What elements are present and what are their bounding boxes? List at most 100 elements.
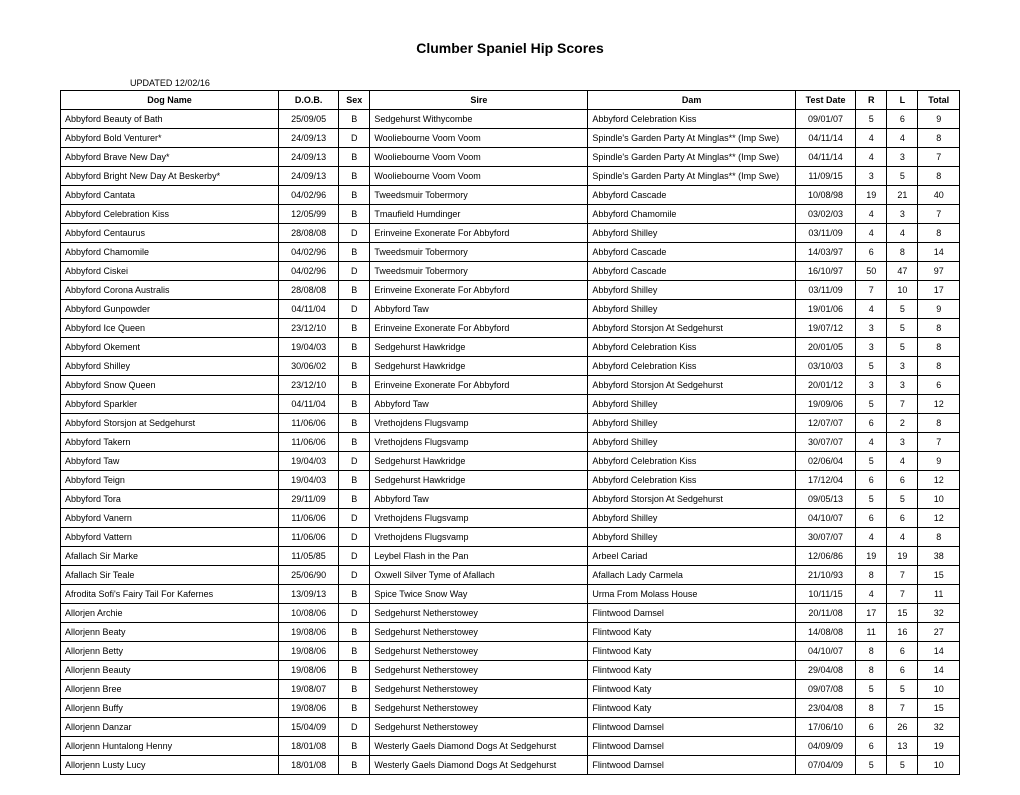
table-cell: D [339, 129, 370, 148]
table-cell: 19/04/03 [279, 338, 339, 357]
table-cell: 6 [887, 471, 918, 490]
table-cell: 4 [856, 528, 887, 547]
table-cell: Sedgehurst Withycombe [370, 110, 588, 129]
table-cell: 38 [918, 547, 960, 566]
table-cell: D [339, 547, 370, 566]
table-cell: 04/02/96 [279, 186, 339, 205]
table-cell: 6 [856, 718, 887, 737]
table-cell: 21 [887, 186, 918, 205]
table-header-row: Dog Name D.O.B. Sex Sire Dam Test Date R… [61, 91, 960, 110]
table-cell: Vrethojdens Flugsvamp [370, 433, 588, 452]
table-cell: 04/11/14 [795, 129, 855, 148]
table-row: Abbyford Ice Queen23/12/10BErinveine Exo… [61, 319, 960, 338]
table-cell: 30/06/02 [279, 357, 339, 376]
table-cell: 8 [918, 357, 960, 376]
table-cell: D [339, 224, 370, 243]
col-dob: D.O.B. [279, 91, 339, 110]
table-cell: B [339, 737, 370, 756]
table-cell: Allorjenn Beaty [61, 623, 279, 642]
table-cell: 12 [918, 471, 960, 490]
table-cell: D [339, 509, 370, 528]
table-cell: 8 [918, 414, 960, 433]
table-cell: Abbyford Chamomile [61, 243, 279, 262]
table-cell: 13/09/13 [279, 585, 339, 604]
table-cell: B [339, 186, 370, 205]
table-cell: Abbyford Celebration Kiss [588, 471, 796, 490]
table-row: Allorjenn Lusty Lucy18/01/08BWesterly Ga… [61, 756, 960, 775]
table-cell: 15 [887, 604, 918, 623]
table-cell: Flintwood Katy [588, 642, 796, 661]
table-cell: 5 [856, 452, 887, 471]
table-cell: Abbyford Storsjon At Sedgehurst [588, 376, 796, 395]
table-cell: Tweedsmuir Tobermory [370, 262, 588, 281]
updated-label: UPDATED 12/02/16 [130, 78, 960, 88]
table-cell: 47 [887, 262, 918, 281]
table-cell: 29/04/08 [795, 661, 855, 680]
table-cell: Flintwood Katy [588, 680, 796, 699]
table-cell: 03/10/03 [795, 357, 855, 376]
table-cell: 23/04/08 [795, 699, 855, 718]
table-cell: Abbyford Taw [61, 452, 279, 471]
table-cell: B [339, 376, 370, 395]
table-cell: 19/07/12 [795, 319, 855, 338]
table-cell: Erinveine Exonerate For Abbyford [370, 224, 588, 243]
table-cell: 8 [918, 129, 960, 148]
table-cell: 19/01/06 [795, 300, 855, 319]
table-cell: Allorjenn Buffy [61, 699, 279, 718]
table-cell: Abbyford Bold Venturer* [61, 129, 279, 148]
table-body: Abbyford Beauty of Bath25/09/05BSedgehur… [61, 110, 960, 775]
table-cell: 3 [887, 357, 918, 376]
table-cell: 19/09/06 [795, 395, 855, 414]
table-row: Abbyford Snow Queen23/12/10BErinveine Ex… [61, 376, 960, 395]
table-cell: 3 [887, 205, 918, 224]
table-cell: B [339, 490, 370, 509]
table-cell: 4 [887, 528, 918, 547]
table-cell: D [339, 262, 370, 281]
table-cell: 6 [856, 243, 887, 262]
table-cell: B [339, 642, 370, 661]
table-cell: 5 [887, 680, 918, 699]
table-cell: Abbyford Ciskei [61, 262, 279, 281]
table-cell: 17 [918, 281, 960, 300]
table-cell: D [339, 452, 370, 471]
table-row: Abbyford Brave New Day*24/09/13BWooliebo… [61, 148, 960, 167]
table-cell: Sedgehurst Netherstowey [370, 718, 588, 737]
table-cell: Abbyford Taw [370, 300, 588, 319]
table-cell: Tweedsmuir Tobermory [370, 186, 588, 205]
table-cell: 9 [918, 452, 960, 471]
table-cell: Wooliebourne Voom Voom [370, 129, 588, 148]
table-cell: Abbyford Storsjon At Sedgehurst [588, 490, 796, 509]
table-cell: B [339, 281, 370, 300]
table-cell: 25/06/90 [279, 566, 339, 585]
scores-table: Dog Name D.O.B. Sex Sire Dam Test Date R… [60, 90, 960, 775]
table-cell: 97 [918, 262, 960, 281]
table-cell: 5 [856, 357, 887, 376]
table-cell: 03/02/03 [795, 205, 855, 224]
page-container: Clumber Spaniel Hip Scores UPDATED 12/02… [0, 0, 1020, 795]
table-cell: 3 [856, 338, 887, 357]
table-cell: 02/06/04 [795, 452, 855, 471]
table-cell: Abbyford Shilley [588, 528, 796, 547]
table-cell: 19/08/06 [279, 642, 339, 661]
table-cell: D [339, 528, 370, 547]
table-cell: Abbyford Shilley [61, 357, 279, 376]
table-cell: 16 [887, 623, 918, 642]
table-cell: B [339, 623, 370, 642]
table-cell: 6 [856, 509, 887, 528]
table-cell: B [339, 395, 370, 414]
table-cell: Abbyford Corona Australis [61, 281, 279, 300]
table-cell: Sedgehurst Hawkridge [370, 471, 588, 490]
table-cell: Sedgehurst Hawkridge [370, 338, 588, 357]
page-title: Clumber Spaniel Hip Scores [60, 40, 960, 56]
table-cell: Abbyford Tora [61, 490, 279, 509]
table-cell: 26 [887, 718, 918, 737]
table-cell: 8 [887, 243, 918, 262]
table-row: Abbyford Ciskei04/02/96DTweedsmuir Tober… [61, 262, 960, 281]
table-cell: Abbyford Cascade [588, 243, 796, 262]
table-cell: 8 [856, 642, 887, 661]
table-cell: 14 [918, 642, 960, 661]
table-cell: 6 [918, 376, 960, 395]
table-cell: 7 [918, 205, 960, 224]
table-cell: Flintwood Katy [588, 699, 796, 718]
table-cell: 7 [887, 585, 918, 604]
